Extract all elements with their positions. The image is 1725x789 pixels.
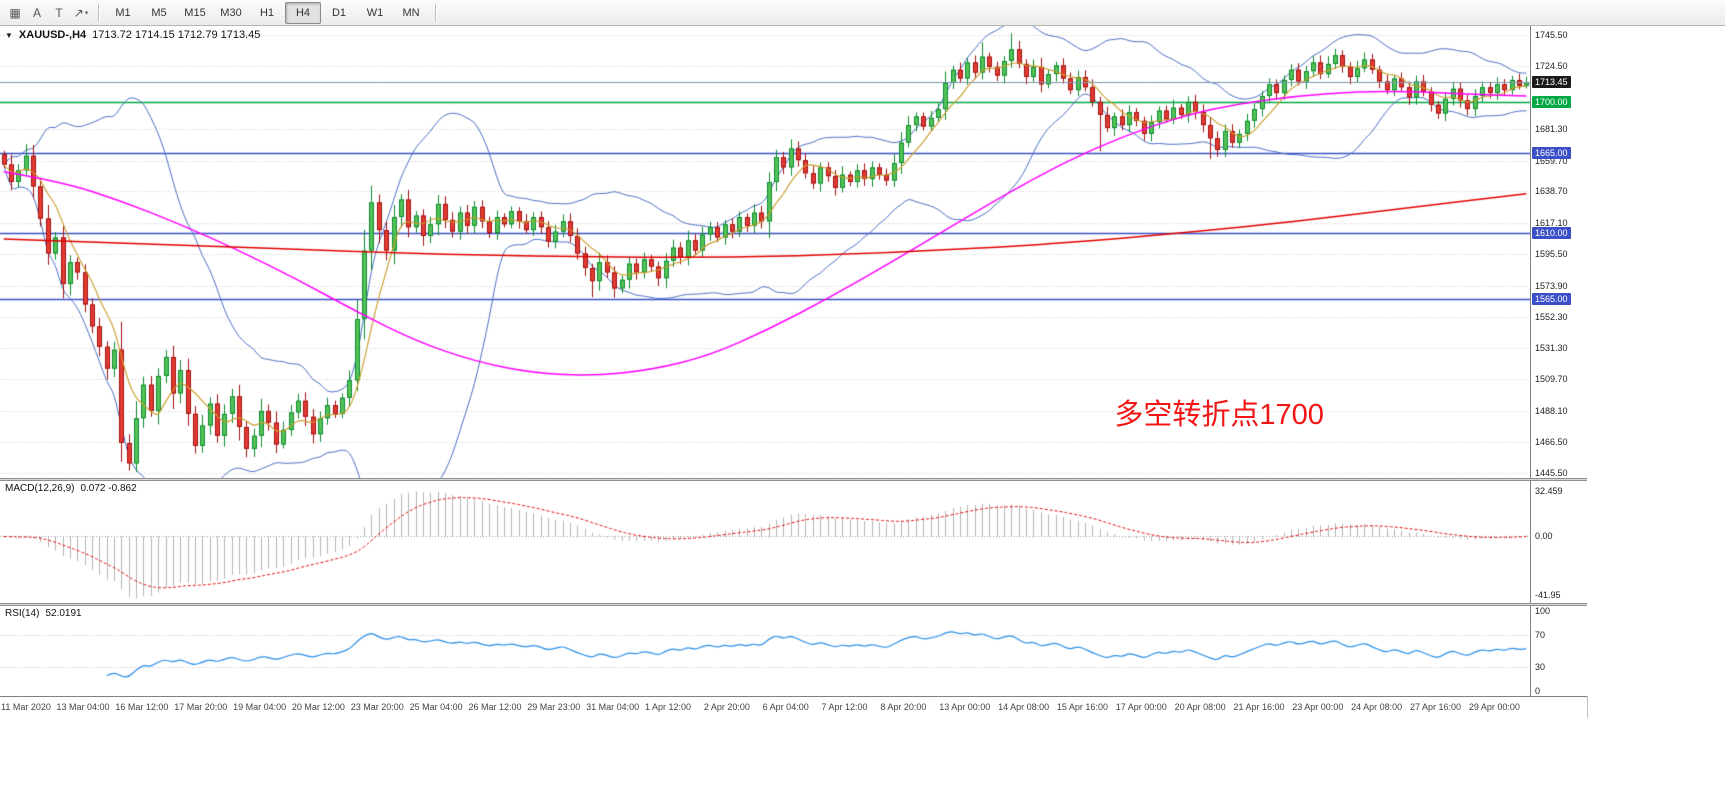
- price-axis-label: 1681.30: [1535, 124, 1568, 135]
- chart-title: ▼ XAUUSD-,H4 1713.72 1714.15 1712.79 171…: [5, 29, 260, 41]
- time-axis-label: 16 Mar 12:00: [115, 702, 169, 712]
- toolbar: ▦ A T ↗ ▾ M1 M5 M15 M30 H1 H4 D1 W1 MN: [0, 0, 1725, 26]
- main-chart-canvas[interactable]: [0, 26, 1530, 478]
- font-tool-icon[interactable]: A: [26, 3, 48, 23]
- timeframe-button-M5[interactable]: M5: [151, 6, 167, 19]
- panel-divider-macd[interactable]: [0, 478, 1587, 481]
- rsi-canvas[interactable]: [0, 606, 1530, 696]
- price-badge-166500: 1665.00: [1532, 146, 1571, 159]
- price-badge-161000: 1610.00: [1532, 227, 1571, 240]
- time-axis-label: 26 Mar 12:00: [468, 702, 522, 712]
- rsi-label: RSI(14) 52.0191: [5, 608, 82, 619]
- chart-menu-icon[interactable]: ▼: [5, 30, 13, 40]
- text-cursor-icon: T: [55, 5, 63, 20]
- timeframe-button-M30[interactable]: M30: [220, 6, 242, 19]
- time-axis-label: 31 Mar 04:00: [586, 702, 640, 712]
- price-axis-label: 1659.70: [1535, 155, 1568, 166]
- timeframe-button-M15[interactable]: M15: [184, 6, 206, 19]
- price-axis-label: 1466.50: [1535, 437, 1568, 448]
- macd-name: MACD(12,26,9): [5, 483, 75, 494]
- price-axis-label: 1595.50: [1535, 249, 1568, 260]
- macd-values: 0.072 -0.862: [80, 483, 137, 494]
- macd-label: MACD(12,26,9) 0.072 -0.862: [5, 483, 137, 494]
- timeframe-button-MN[interactable]: MN: [402, 6, 420, 19]
- time-axis-label: 7 Apr 12:00: [821, 702, 868, 712]
- time-axis-label: 17 Mar 20:00: [174, 702, 228, 712]
- price-axis[interactable]: 1745.50 1724.50 1681.30 1659.70 1638.70 1617.…: [1530, 26, 1588, 696]
- time-axis-label: 23 Mar 20:00: [350, 702, 404, 712]
- font-tool-icon: A: [32, 5, 41, 20]
- chart-annotation[interactable]: 多空转折点1700: [1114, 398, 1324, 431]
- timeframe-button-H1[interactable]: H1: [259, 6, 275, 19]
- rsi-axis-label: 100: [1535, 605, 1551, 616]
- line-style-icon[interactable]: ↗ ▾: [70, 3, 92, 23]
- time-axis-label: 21 Apr 16:00: [1233, 702, 1285, 712]
- time-axis-label: 24 Apr 08:00: [1351, 702, 1403, 712]
- chart-ohlc-values: 1713.72 1714.15 1712.79 1713.45: [92, 29, 261, 41]
- toolbar-separator: [435, 3, 436, 22]
- time-axis[interactable]: 11 Mar 2020 13 Mar 04:00 16 Mar 12:00 17 Ma…: [0, 696, 1587, 719]
- price-axis-label: 1552.30: [1535, 312, 1568, 323]
- timeframe-button-H4[interactable]: H4: [285, 1, 321, 24]
- time-axis-label: 23 Apr 00:00: [1292, 702, 1344, 712]
- text-cursor-icon[interactable]: T: [48, 3, 70, 23]
- price-badge-170000: 1700.00: [1532, 95, 1571, 108]
- time-axis-label: 27 Apr 16:00: [1409, 702, 1462, 712]
- rsi-name: RSI(14): [5, 608, 40, 619]
- time-axis-label: 13 Mar 04:00: [56, 702, 110, 712]
- time-axis-label: 29 Apr 00:00: [1468, 702, 1520, 712]
- price-axis-label: 1509.70: [1535, 374, 1568, 385]
- time-axis-label: 20 Apr 08:00: [1174, 702, 1226, 712]
- chart-window: ▼ XAUUSD-,H4 1713.72 1714.15 1712.79 171…: [0, 26, 1588, 719]
- time-axis-label: 14 Apr 08:00: [998, 702, 1050, 712]
- rsi-axis-label: 30: [1535, 662, 1546, 673]
- macd-axis-label: 0.00: [1535, 531, 1553, 542]
- time-axis-label: 29 Mar 23:00: [527, 702, 581, 712]
- price-axis-label: 1445.50: [1535, 467, 1568, 478]
- line-style-icon: ↗: [73, 5, 84, 20]
- chart-symbol-period: XAUUSD-,H4: [18, 29, 87, 41]
- time-axis-label: 2 Apr 20:00: [703, 702, 750, 712]
- timeframe-button-M1[interactable]: M1: [115, 6, 131, 19]
- time-axis-label: 20 Mar 12:00: [291, 702, 345, 712]
- macd-axis-label: 32.459: [1535, 486, 1563, 497]
- price-axis-label: 1745.50: [1535, 30, 1568, 41]
- price-axis-label: 1488.10: [1535, 405, 1568, 416]
- time-axis-label: 11 Mar 2020: [1, 702, 51, 712]
- time-axis-label: 1 Apr 12:00: [644, 702, 692, 712]
- price-axis-label: 1724.50: [1535, 61, 1568, 72]
- time-axis-label: 8 Apr 20:00: [880, 702, 927, 712]
- price-badge-171345: 1713.45: [1532, 76, 1571, 89]
- rsi-axis-label: 70: [1535, 629, 1546, 640]
- toolbar-separator: [98, 3, 99, 22]
- price-axis-label: 1638.70: [1535, 186, 1568, 197]
- timeframe-button-W1[interactable]: W1: [366, 6, 384, 19]
- time-axis-label: 6 Apr 04:00: [762, 702, 809, 712]
- rsi-axis-label: 0: [1535, 686, 1541, 697]
- time-axis-label: 25 Mar 04:00: [409, 702, 463, 712]
- price-axis-label: 1617.10: [1535, 217, 1568, 228]
- macd-canvas[interactable]: [0, 481, 1530, 603]
- chart-windows-icon[interactable]: ▦: [4, 3, 26, 23]
- price-axis-label: 1531.30: [1535, 342, 1568, 353]
- macd-axis-label: -41.95: [1535, 589, 1561, 600]
- rsi-value: 52.0191: [45, 608, 82, 619]
- toolbar-icons: ▦ A T ↗ ▾: [4, 3, 92, 23]
- time-axis-label: 17 Apr 00:00: [1115, 702, 1167, 712]
- price-axis-label: 1573.90: [1535, 280, 1568, 291]
- time-axis-label: 19 Mar 04:00: [233, 702, 287, 712]
- chevron-down-icon: ▾: [84, 9, 89, 17]
- panel-divider-rsi[interactable]: [0, 603, 1587, 606]
- chart-windows-icon: ▦: [9, 5, 21, 20]
- price-badge-156500: 1565.00: [1532, 292, 1571, 305]
- time-axis-label: 13 Apr 00:00: [939, 702, 991, 712]
- timeframe-toolbar: M1 M5 M15 M30 H1 H4 D1 W1 MN: [105, 1, 429, 24]
- time-axis-label: 15 Apr 16:00: [1056, 702, 1108, 712]
- timeframe-button-D1[interactable]: D1: [331, 6, 347, 19]
